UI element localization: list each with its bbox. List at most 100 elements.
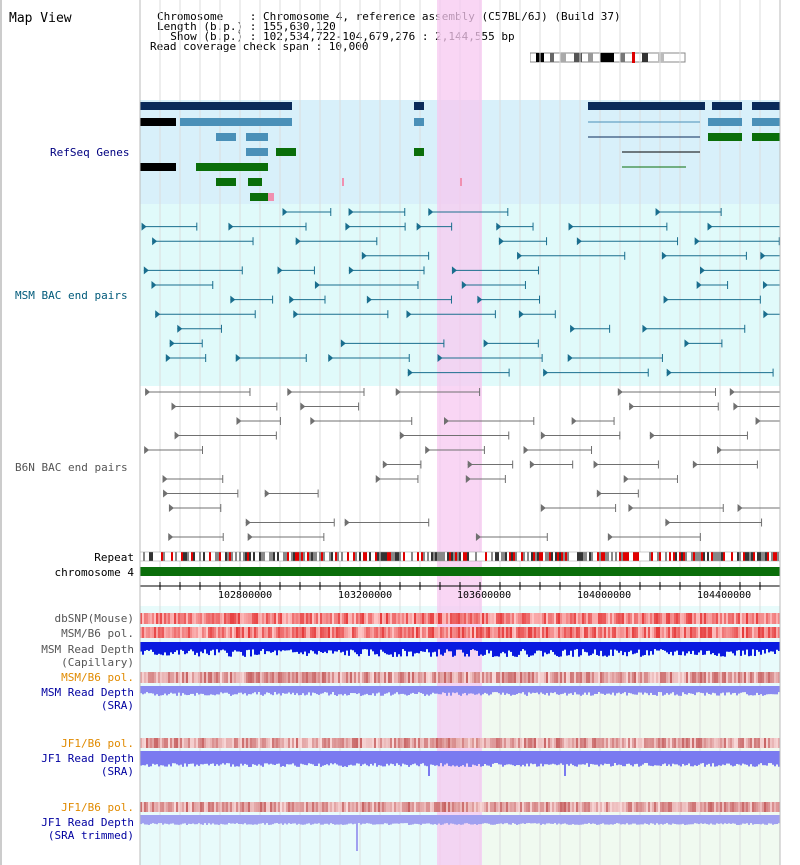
repeat-block [383,552,385,561]
msm-sra-depth-bar [484,686,486,693]
b6n-bac-pair-end [247,533,253,541]
repeat-block [423,552,425,561]
repeat-block [573,552,575,561]
msm-pol2-cell [482,672,484,683]
dbsnp-cell [434,613,436,624]
msm-pol2-cell [284,672,286,683]
repeat-block [221,552,223,561]
msm-cap-depth-bar [214,642,216,656]
dbsnp-cell [474,613,476,624]
jf1-sra-depth-bar [220,751,222,765]
jf1-trim-depth-bar [594,815,596,824]
msm-pol-cell [388,627,390,638]
jf1-pol2-cell [430,802,432,812]
jf1-pol-cell [472,738,474,748]
msm-bac-label[interactable]: MSM BAC end pairs [15,289,128,302]
jf1-pol2-cell [258,802,260,812]
msm-cap-depth-bar [204,642,206,650]
jf1-pol-cell [540,738,542,748]
jf1-trim-depth-bar [658,815,660,825]
msm-pol2-cell [330,672,332,683]
jf1-sra-depth-bar [172,751,174,764]
jf1-pol2-cell [684,802,686,812]
jf1-pol2-cell [510,802,512,812]
jf1-trim-depth-bar [296,815,298,825]
msm-sra-depth-bar [398,686,400,695]
msm-sra-depth-bar [538,686,540,695]
msm-pol-cell [470,627,472,638]
jf1-sra-depth-bar [386,751,388,764]
jf1-pol-cell [300,738,302,748]
jf1-trim-depth-bar [344,815,346,825]
msm-sra-depth-bar [740,686,742,693]
dbsnp-cell [678,613,680,624]
msm-cap-depth-bar [774,642,776,654]
dbsnp-cell [172,613,174,624]
jf1-pol2-cell [574,802,576,812]
jf1-pol-cell [520,738,522,748]
jf1-sra-depth-bar [666,751,668,766]
jf1-trim-depth-bar [456,815,458,825]
refseq-label[interactable]: RefSeq Genes [50,146,130,159]
repeat-block [379,552,381,561]
jf1-pol2-cell [728,802,730,812]
dbsnp-cell [472,613,474,624]
repeat-block [545,552,547,561]
jf1-pol-cell [704,738,706,748]
msm-sra-depth-bar [422,686,424,694]
msm-pol-cell [158,627,160,638]
jf1-sra-depth-bar [506,751,508,765]
msm-pol2-cell [240,672,242,683]
msm-pol-cell [656,627,658,638]
msm-sra-depth-bar [208,686,210,696]
jf1-pol2-cell [436,802,438,812]
highlight-region[interactable] [437,0,482,865]
dbsnp-cell [706,613,708,624]
msm-pol2-cell [532,672,534,683]
repeat-block [673,552,675,561]
repeat-block [605,552,607,561]
dbsnp-cell [586,613,588,624]
jf1-trim-depth-bar [286,815,288,825]
msm-pol-cell [346,627,348,638]
msm-pol2-cell [522,672,524,683]
axis-tick-label: 102800000 [218,590,273,601]
dbsnp-cell [758,613,760,624]
msm-sra-depth-bar [770,686,772,695]
msm-pol2-cell [438,672,440,683]
jf1-pol2-cell [184,802,186,812]
repeat-block [583,552,585,561]
jf1-pol-cell [224,738,226,748]
msm-pol2-cell [624,672,626,683]
repeat-block [269,552,271,561]
msm-sra-depth-bar [652,686,654,695]
msm-pol-cell [776,627,778,638]
repeat-block [161,552,163,561]
jf1-pol2-cell [158,802,160,812]
jf1-pol-cell [452,738,454,748]
jf1-trim-depth-bar [636,815,638,825]
jf1-pol-cell [562,738,564,748]
msm-cap-depth-bar [664,642,666,651]
jf1-pol-cell [194,738,196,748]
jf1-sra-depth-bar [404,751,406,765]
jf1-trim-depth-bar [540,815,542,825]
msm-sra-depth-bar [624,686,626,693]
msm-sra-depth-bar [518,686,520,694]
jf1-trim-depth-bar [370,815,372,824]
jf1-trim-depth-bar [326,815,328,824]
jf1-sra-depth-bar [740,751,742,766]
msm-pol2-cell [208,672,210,683]
jf1-pol-cell [490,738,492,748]
b6n-bac-label[interactable]: B6N BAC end pairs [15,461,128,474]
repeat-block [565,552,567,561]
msm-cap-depth-bar [636,642,638,653]
msm-cap-depth-bar [230,642,232,657]
msm-cap-depth-bar [650,642,652,652]
msm-sra-depth-bar [742,686,744,693]
msm-pol2-cell [178,672,180,683]
dbsnp-cell [588,613,590,624]
dbsnp-cell [570,613,572,624]
msm-sra-depth-bar [162,686,164,696]
